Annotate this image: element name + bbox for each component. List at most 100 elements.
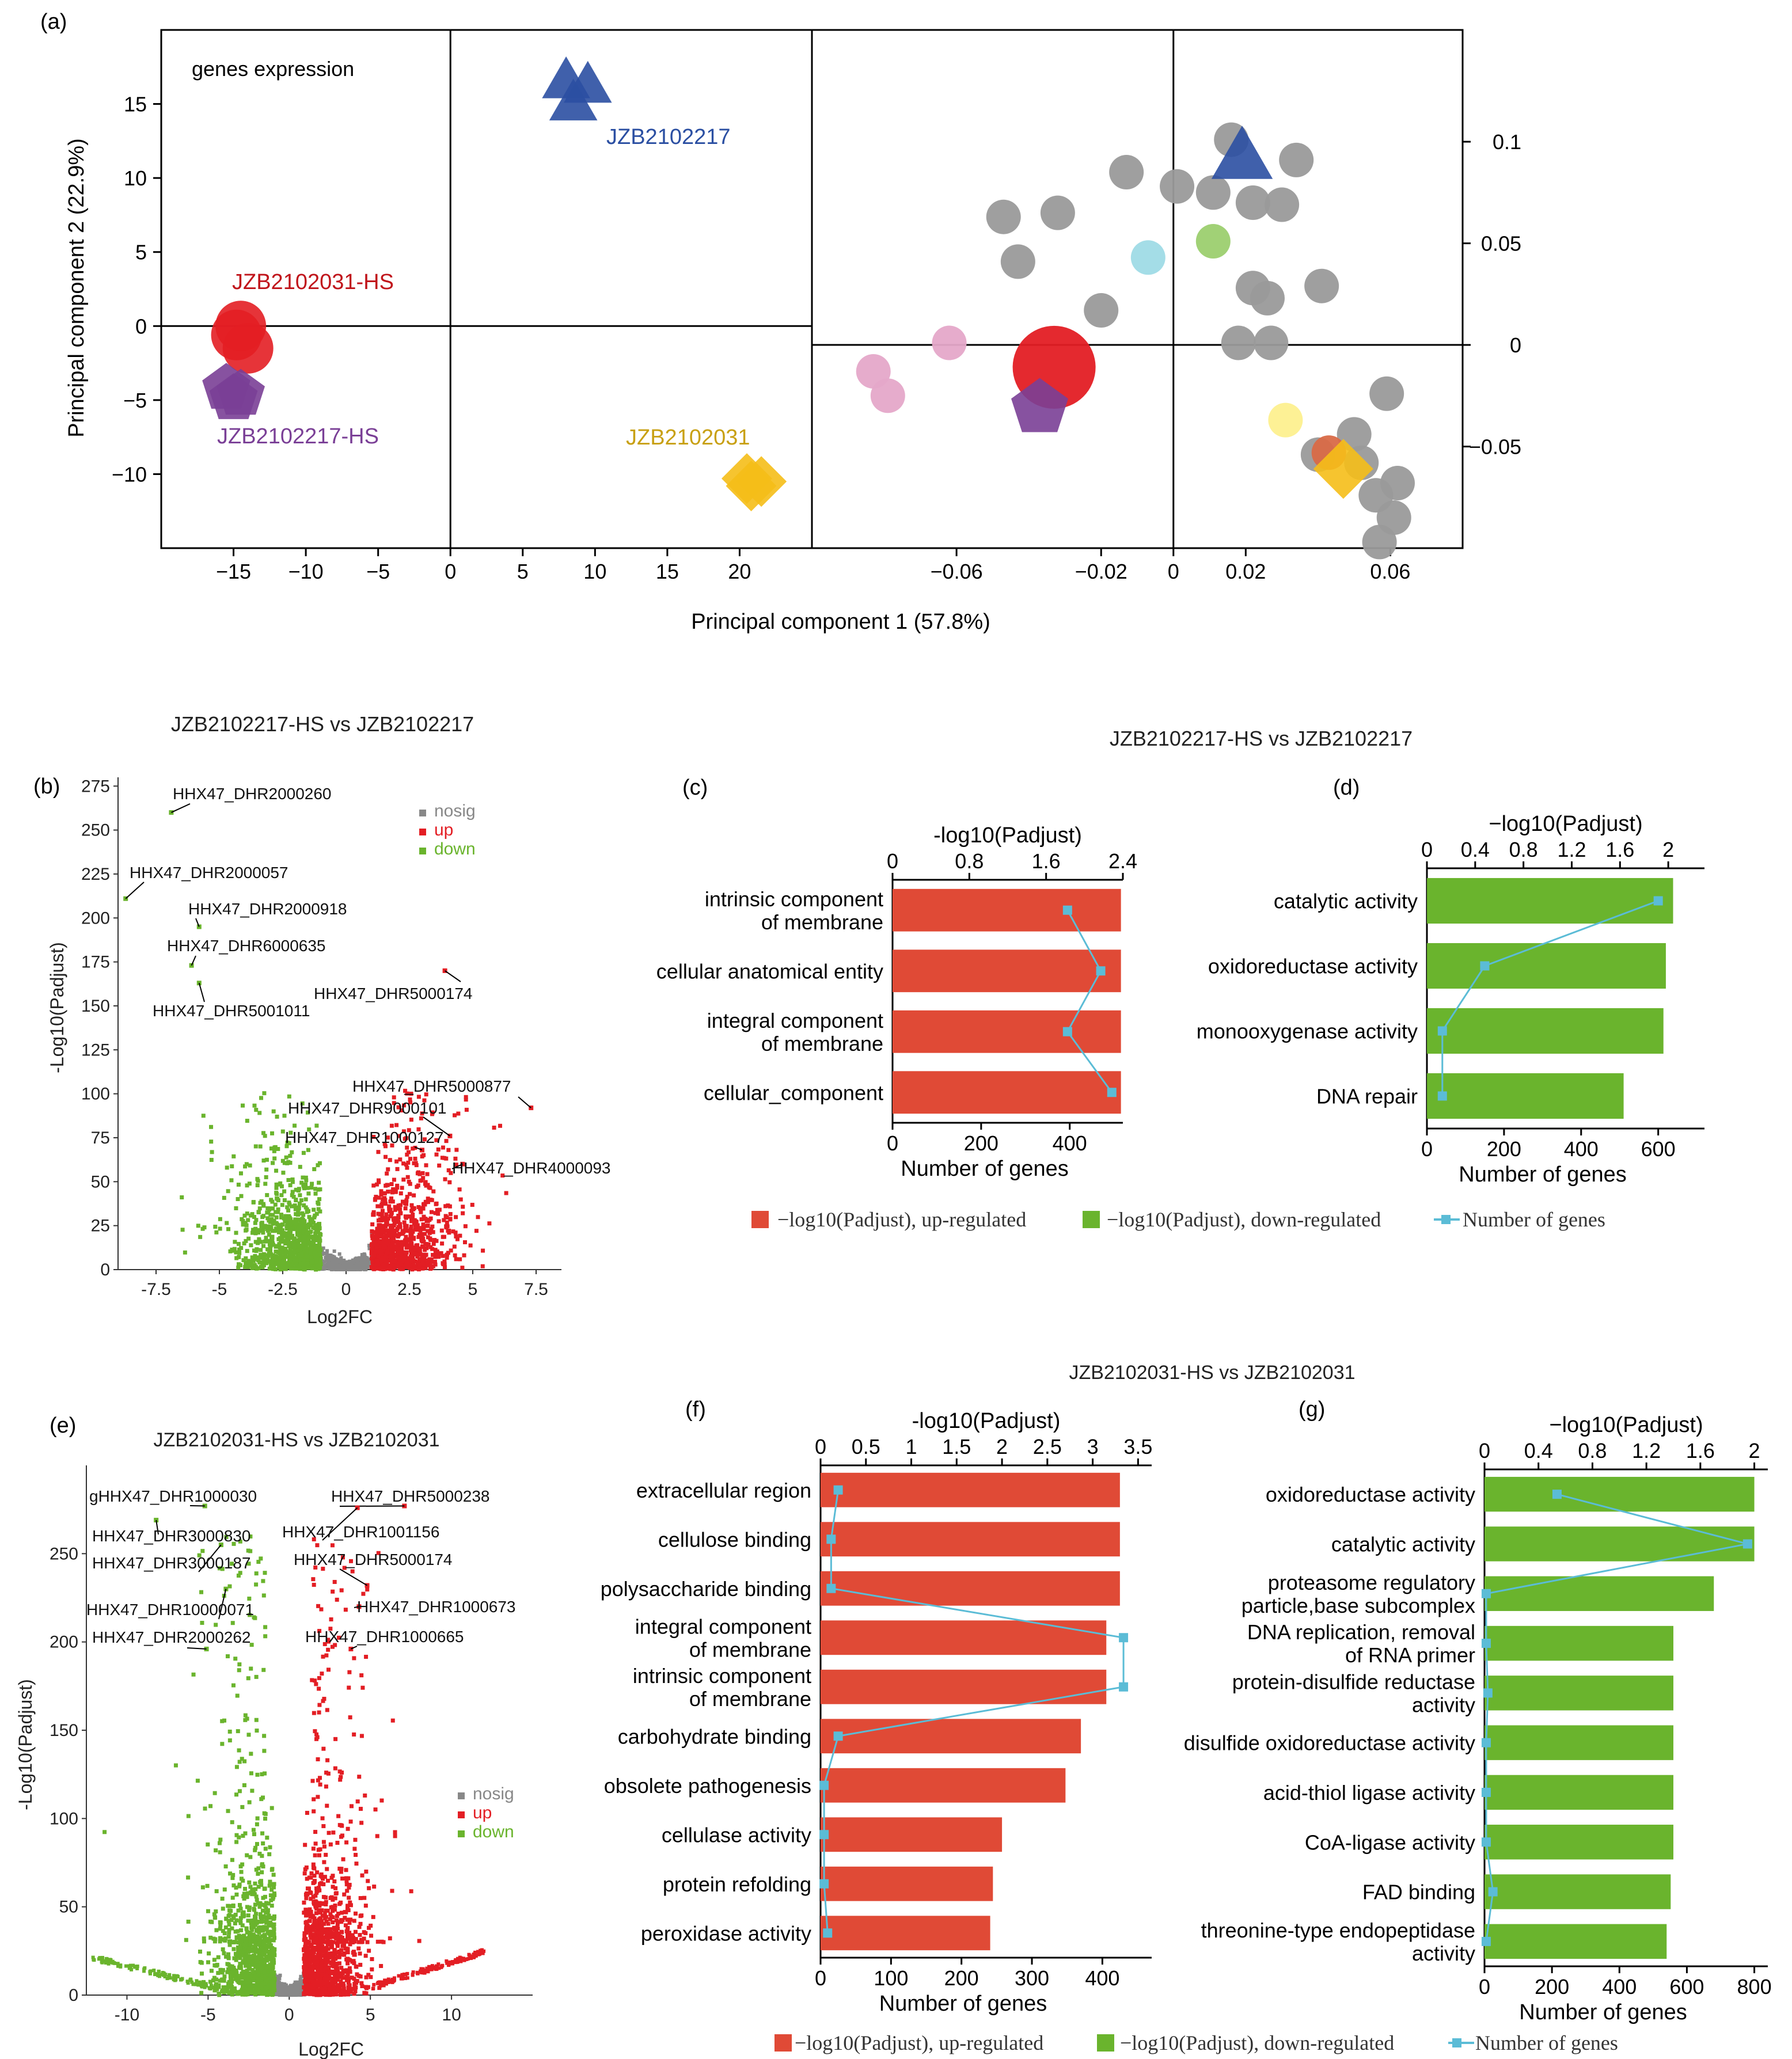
point-up — [425, 1224, 430, 1228]
point-up — [418, 1228, 423, 1233]
point-up — [398, 1246, 403, 1251]
point-up — [371, 1914, 375, 1919]
point-down — [231, 1154, 236, 1158]
point-up — [364, 1975, 369, 1980]
point-down — [270, 1131, 275, 1135]
point-up — [371, 1134, 376, 1139]
legend-cd-up-swatch — [751, 1211, 769, 1228]
point-nosig — [293, 1982, 297, 1986]
point-up — [312, 1919, 317, 1924]
point-up — [390, 1245, 395, 1250]
point-up — [309, 1897, 313, 1901]
point-up — [458, 1197, 463, 1202]
point-down — [201, 1114, 206, 1118]
point-up — [306, 1927, 310, 1931]
point-down — [294, 1187, 298, 1192]
point-nosig — [328, 1264, 332, 1268]
point-up — [329, 1992, 334, 1996]
point-up — [316, 1951, 321, 1956]
point-up — [316, 1886, 321, 1890]
point-nosig — [364, 1261, 368, 1265]
point-up — [423, 1266, 428, 1270]
point-down — [298, 1165, 302, 1169]
point-down — [265, 1206, 270, 1211]
point-down — [286, 1221, 290, 1226]
point-down — [279, 1184, 284, 1188]
point-up — [366, 1985, 370, 1989]
point-up — [315, 1959, 320, 1964]
volcano-x-tick-label: 2.5 — [397, 1280, 422, 1299]
go-bar — [893, 888, 1121, 932]
point-up — [337, 1971, 342, 1976]
point-down — [280, 1158, 285, 1163]
point-up — [317, 1853, 321, 1857]
point-down — [314, 1224, 319, 1228]
point-up — [481, 1248, 485, 1253]
point-up — [448, 1212, 453, 1217]
point-up — [325, 1935, 329, 1939]
point-down — [279, 1213, 283, 1217]
volcano-y-tick-label: 0 — [69, 1986, 78, 2005]
point-down — [274, 1267, 278, 1271]
point-up — [375, 1226, 379, 1231]
point-up — [332, 1925, 336, 1930]
legend-cd-down-swatch — [1083, 1211, 1100, 1228]
point-up — [328, 1983, 332, 1988]
point-nosig — [290, 1988, 294, 1992]
point-up — [311, 1948, 316, 1953]
point-down — [252, 1248, 256, 1253]
panel-label-b: (b) — [33, 774, 60, 799]
point-up — [344, 1990, 349, 1995]
point-up — [312, 1797, 316, 1802]
point-up — [389, 1226, 393, 1231]
point-up — [421, 1206, 426, 1211]
point-up — [310, 1977, 314, 1982]
point-down — [310, 1260, 314, 1264]
point-down — [302, 1186, 306, 1191]
point-down — [299, 1251, 304, 1256]
point-up — [476, 1215, 480, 1220]
point-up — [376, 1262, 381, 1267]
point-down — [297, 1205, 301, 1210]
point-down — [297, 1264, 301, 1268]
point-up — [302, 1985, 306, 1990]
point-nosig — [367, 1247, 371, 1251]
point-up — [303, 1960, 307, 1965]
point-up — [319, 1961, 324, 1966]
point-up — [347, 1920, 352, 1925]
point-down — [265, 1193, 269, 1198]
point-up — [303, 1937, 308, 1942]
volcano-y-tick-label: 0 — [100, 1260, 110, 1279]
point-up — [331, 1952, 335, 1957]
point-up — [358, 1974, 363, 1979]
point-up — [395, 1167, 400, 1171]
point-down — [265, 1216, 270, 1221]
go-top-tick-label: 0.4 — [1461, 838, 1490, 861]
point-up — [381, 1197, 385, 1202]
point-up — [405, 1244, 409, 1249]
point-up — [400, 1186, 404, 1190]
point-up — [461, 1205, 465, 1209]
point-nosig — [364, 1267, 368, 1271]
point-up — [325, 1878, 330, 1883]
point-down — [209, 1125, 214, 1129]
score-y-tick-label: 0 — [135, 314, 147, 338]
point-up — [379, 1248, 384, 1252]
loading-point — [1362, 525, 1397, 560]
point-nosig — [299, 1974, 303, 1978]
score-x-tick-label: 15 — [656, 560, 679, 583]
panel-label-e: (e) — [50, 1414, 76, 1438]
point-down — [262, 1259, 267, 1263]
point-nosig — [357, 1265, 361, 1269]
point-down — [267, 1218, 271, 1223]
point-up — [318, 1901, 322, 1906]
point-down — [288, 1253, 293, 1258]
point-up — [374, 1195, 378, 1199]
point-up — [424, 1163, 428, 1168]
point-up — [379, 1192, 384, 1197]
point-up — [404, 1215, 408, 1220]
point-up — [380, 1228, 385, 1232]
point-up — [402, 1220, 407, 1225]
point-down — [303, 1256, 307, 1261]
loading-y-tick-label: 0.1 — [1493, 130, 1521, 154]
